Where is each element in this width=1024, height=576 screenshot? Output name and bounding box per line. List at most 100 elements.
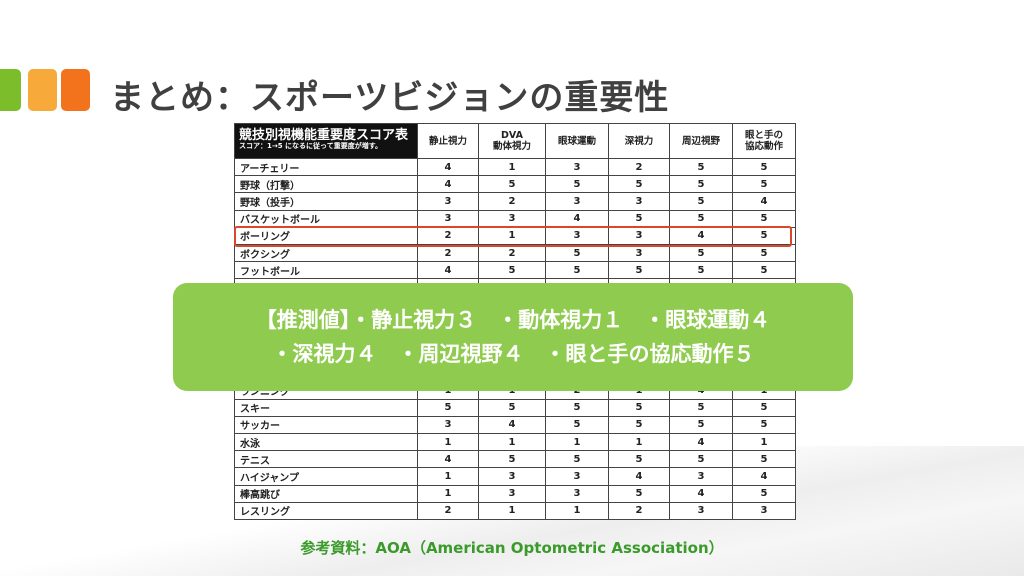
score-cell: 4 <box>608 467 670 486</box>
sport-name: テニス <box>234 450 418 469</box>
score-cell: 5 <box>608 450 670 469</box>
accent-square-green <box>0 69 21 111</box>
score-cell: 5 <box>478 450 546 469</box>
score-cell: 4 <box>417 450 479 469</box>
score-cell: 4 <box>545 209 609 228</box>
score-cell: 1 <box>417 432 479 452</box>
score-cell: 5 <box>669 175 733 194</box>
sport-name: レスリング <box>234 501 418 520</box>
column-header: 静止視力 <box>417 123 479 159</box>
sport-name: バスケットボール <box>234 209 418 228</box>
sport-name: アーチェリー <box>234 157 418 177</box>
column-header: DVA 動体視力 <box>478 123 546 159</box>
score-cell: 5 <box>732 243 796 263</box>
score-cell: 4 <box>478 415 546 435</box>
table-row: フットボール 4 5 5 5 5 5 <box>234 261 796 280</box>
column-header: 眼と手の 協応動作 <box>732 123 796 159</box>
table-row: サッカー 3 4 5 5 5 5 <box>234 415 796 435</box>
score-cell: 4 <box>669 432 733 452</box>
score-cell: 5 <box>732 415 796 435</box>
sport-name: ハイジャンプ <box>234 467 418 486</box>
table-row: 野球（投手） 3 2 3 3 5 4 <box>234 192 796 211</box>
callout-line-1: 【推測値】・静止視力３ ・動体視力１ ・眼球運動４ <box>255 308 771 332</box>
score-cell: 5 <box>669 450 733 469</box>
source-citation: 参考資料：AOA（American Optometric Association… <box>300 539 724 557</box>
score-cell: 5 <box>732 209 796 228</box>
score-cell: 5 <box>669 398 733 417</box>
score-cell: 3 <box>545 484 609 503</box>
score-cell: 3 <box>478 484 546 503</box>
score-cell: 2 <box>608 501 670 520</box>
score-cell: 5 <box>669 192 733 211</box>
score-cell: 3 <box>669 467 733 486</box>
column-header: 周辺視野 <box>669 123 733 159</box>
score-cell: 5 <box>608 209 670 228</box>
score-cell: 3 <box>417 209 479 228</box>
sport-name: 野球（投手） <box>234 192 418 211</box>
score-cell: 5 <box>545 450 609 469</box>
score-cell: 3 <box>545 467 609 486</box>
estimate-callout: 【推測値】・静止視力３ ・動体視力１ ・眼球運動４ ・深視力４ ・周辺視野４ ・眼… <box>173 283 853 391</box>
score-cell: 1 <box>478 157 546 177</box>
score-cell: 5 <box>608 261 670 280</box>
score-cell: 3 <box>545 157 609 177</box>
score-cell: 2 <box>417 243 479 263</box>
table-title: 競技別視機能重要度スコア表 <box>239 128 409 143</box>
table-subtitle: スコア：1→5 になるに従って重要度が増す。 <box>239 142 382 150</box>
score-cell: 3 <box>608 243 670 263</box>
score-cell: 5 <box>545 243 609 263</box>
score-cell: 1 <box>478 432 546 452</box>
score-cell: 5 <box>478 261 546 280</box>
score-cell: 3 <box>478 467 546 486</box>
score-cell: 1 <box>545 432 609 452</box>
score-cell: 5 <box>669 157 733 177</box>
score-cell: 5 <box>608 484 670 503</box>
accent-square-orange <box>61 69 90 111</box>
slide-title: まとめ：スポーツビジョンの重要性 <box>110 78 670 118</box>
score-cell: 4 <box>732 467 796 486</box>
score-cell: 1 <box>732 432 796 452</box>
table-row: 棒高跳び 1 3 3 5 4 5 <box>234 484 796 503</box>
score-cell: 3 <box>545 192 609 211</box>
score-cell: 5 <box>545 415 609 435</box>
sport-name: スキー <box>234 398 418 417</box>
column-header: 深視力 <box>608 123 670 159</box>
score-cell: 5 <box>669 261 733 280</box>
callout-line-2: ・深視力４ ・周辺視野４ ・眼と手の協応動作５ <box>271 342 755 366</box>
score-cell: 1 <box>417 484 479 503</box>
sport-name: ボクシング <box>234 243 418 263</box>
table-row: アーチェリー 4 1 3 2 5 5 <box>234 157 796 177</box>
score-cell: 5 <box>732 484 796 503</box>
score-cell: 1 <box>545 501 609 520</box>
score-cell: 5 <box>608 398 670 417</box>
score-cell: 3 <box>478 209 546 228</box>
table-row: スキー 5 5 5 5 5 5 <box>234 398 796 417</box>
score-cell: 5 <box>732 157 796 177</box>
score-cell: 5 <box>545 175 609 194</box>
score-cell: 5 <box>478 175 546 194</box>
table-row: ハイジャンプ 1 3 3 4 3 4 <box>234 467 796 486</box>
score-cell: 5 <box>732 175 796 194</box>
score-cell: 1 <box>478 501 546 520</box>
score-cell: 5 <box>669 209 733 228</box>
score-cell: 3 <box>417 415 479 435</box>
score-cell: 2 <box>478 243 546 263</box>
table-row: 水泳 1 1 1 1 4 1 <box>234 432 796 452</box>
score-cell: 4 <box>417 157 479 177</box>
score-cell: 5 <box>669 415 733 435</box>
highlight-bowling-row <box>234 226 792 247</box>
table-title-cell: 競技別視機能重要度スコア表 スコア：1→5 になるに従って重要度が増す。 <box>234 123 418 159</box>
table-row: バスケットボール 3 3 4 5 5 5 <box>234 209 796 228</box>
score-cell: 5 <box>545 398 609 417</box>
accent-square-yellow <box>28 69 57 111</box>
score-cell: 4 <box>669 484 733 503</box>
score-cell: 3 <box>732 501 796 520</box>
table-row: テニス 4 5 5 5 5 5 <box>234 450 796 469</box>
score-cell: 1 <box>608 432 670 452</box>
table-row: 野球（打撃） 4 5 5 5 5 5 <box>234 175 796 194</box>
score-cell: 2 <box>478 192 546 211</box>
score-cell: 5 <box>478 398 546 417</box>
score-cell: 2 <box>417 501 479 520</box>
score-cell: 5 <box>732 261 796 280</box>
sport-name: サッカー <box>234 415 418 435</box>
